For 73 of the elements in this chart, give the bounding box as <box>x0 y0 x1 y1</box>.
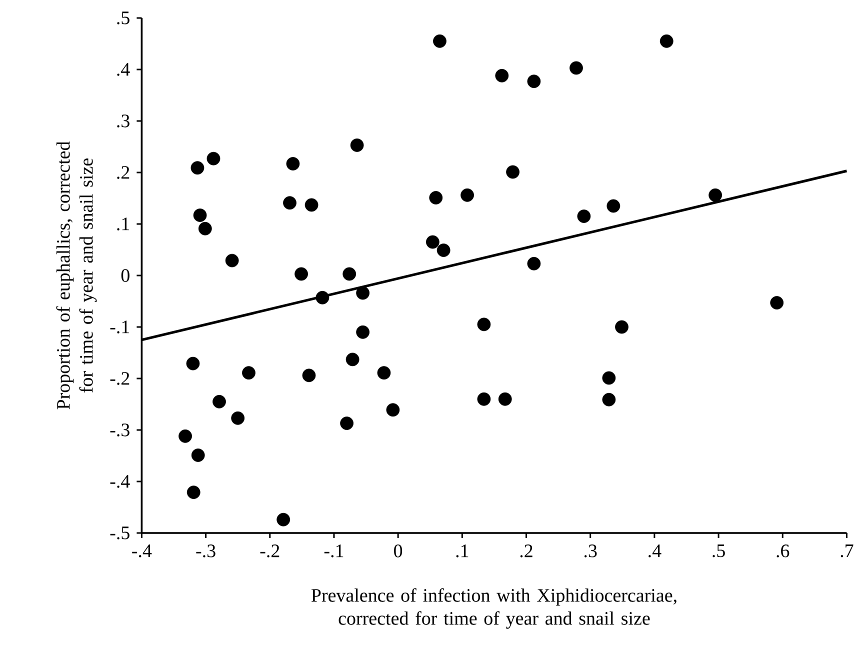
point <box>426 235 440 249</box>
y-tick-label: -.5 <box>110 526 130 540</box>
x-tick-label: .1 <box>456 544 468 558</box>
x-tick-label: .7 <box>840 544 854 558</box>
x-tick-label: 0 <box>394 544 402 558</box>
point <box>498 392 512 406</box>
point <box>193 208 207 222</box>
y-axis-title: Proportion of euphallics, corrected for time of year and snail size <box>56 141 97 410</box>
point <box>294 267 308 281</box>
point <box>191 448 205 462</box>
point <box>356 286 370 300</box>
point <box>527 74 541 88</box>
point <box>276 512 290 526</box>
point <box>198 222 212 236</box>
y-tick-label: 0 <box>121 269 130 282</box>
y-tick-label: -.2 <box>110 372 130 385</box>
point <box>506 165 520 179</box>
point <box>206 152 220 166</box>
point <box>436 244 450 257</box>
point <box>346 352 360 366</box>
point <box>708 188 722 202</box>
point <box>386 403 400 417</box>
point <box>286 157 300 170</box>
x-tick-label: -.2 <box>260 544 280 558</box>
point <box>356 325 370 339</box>
point <box>178 429 192 443</box>
point <box>340 416 354 430</box>
point <box>602 371 616 385</box>
point <box>225 254 239 268</box>
point <box>304 198 318 212</box>
point <box>190 161 204 175</box>
y-tick-label: .3 <box>117 114 130 128</box>
point <box>602 392 616 406</box>
x-tick-label: .3 <box>584 544 597 558</box>
point <box>577 210 591 223</box>
point <box>186 356 200 370</box>
y-tick-label: .2 <box>117 166 130 179</box>
x-tick-label: -.3 <box>196 544 216 558</box>
point <box>302 368 316 382</box>
x-tick-label: -.1 <box>324 544 344 558</box>
y-tick-label: -.3 <box>110 424 130 436</box>
point <box>477 318 491 332</box>
point <box>495 68 509 82</box>
point <box>433 34 446 48</box>
point <box>606 199 620 213</box>
y-tick-label: .5 <box>117 12 130 24</box>
y-tick-label: -.4 <box>110 475 130 488</box>
point <box>186 486 200 500</box>
point <box>660 34 674 48</box>
point <box>377 366 391 380</box>
point <box>615 320 628 334</box>
point <box>527 256 541 270</box>
x-tick-label: .5 <box>712 544 725 558</box>
point <box>342 267 356 281</box>
point <box>429 191 443 204</box>
point <box>242 366 256 380</box>
point <box>477 392 491 406</box>
point <box>460 188 474 202</box>
point <box>316 290 330 304</box>
point <box>212 394 226 408</box>
point <box>231 411 245 425</box>
y-tick-label: -.1 <box>110 320 130 334</box>
point <box>570 61 583 75</box>
point <box>283 196 296 210</box>
x-tick-label: -.4 <box>132 544 152 558</box>
x-tick-label: .2 <box>520 544 532 558</box>
x-axis-title: Prevalence of infection with Xiphidiocercariae, corrected for time of year and snail size <box>311 588 676 629</box>
y-tick-label: .4 <box>117 63 130 76</box>
y-tick-label: .1 <box>117 218 130 230</box>
x-tick-label: .6 <box>776 544 790 558</box>
point <box>350 138 364 152</box>
x-tick-label: .4 <box>648 544 662 558</box>
point <box>770 296 784 310</box>
